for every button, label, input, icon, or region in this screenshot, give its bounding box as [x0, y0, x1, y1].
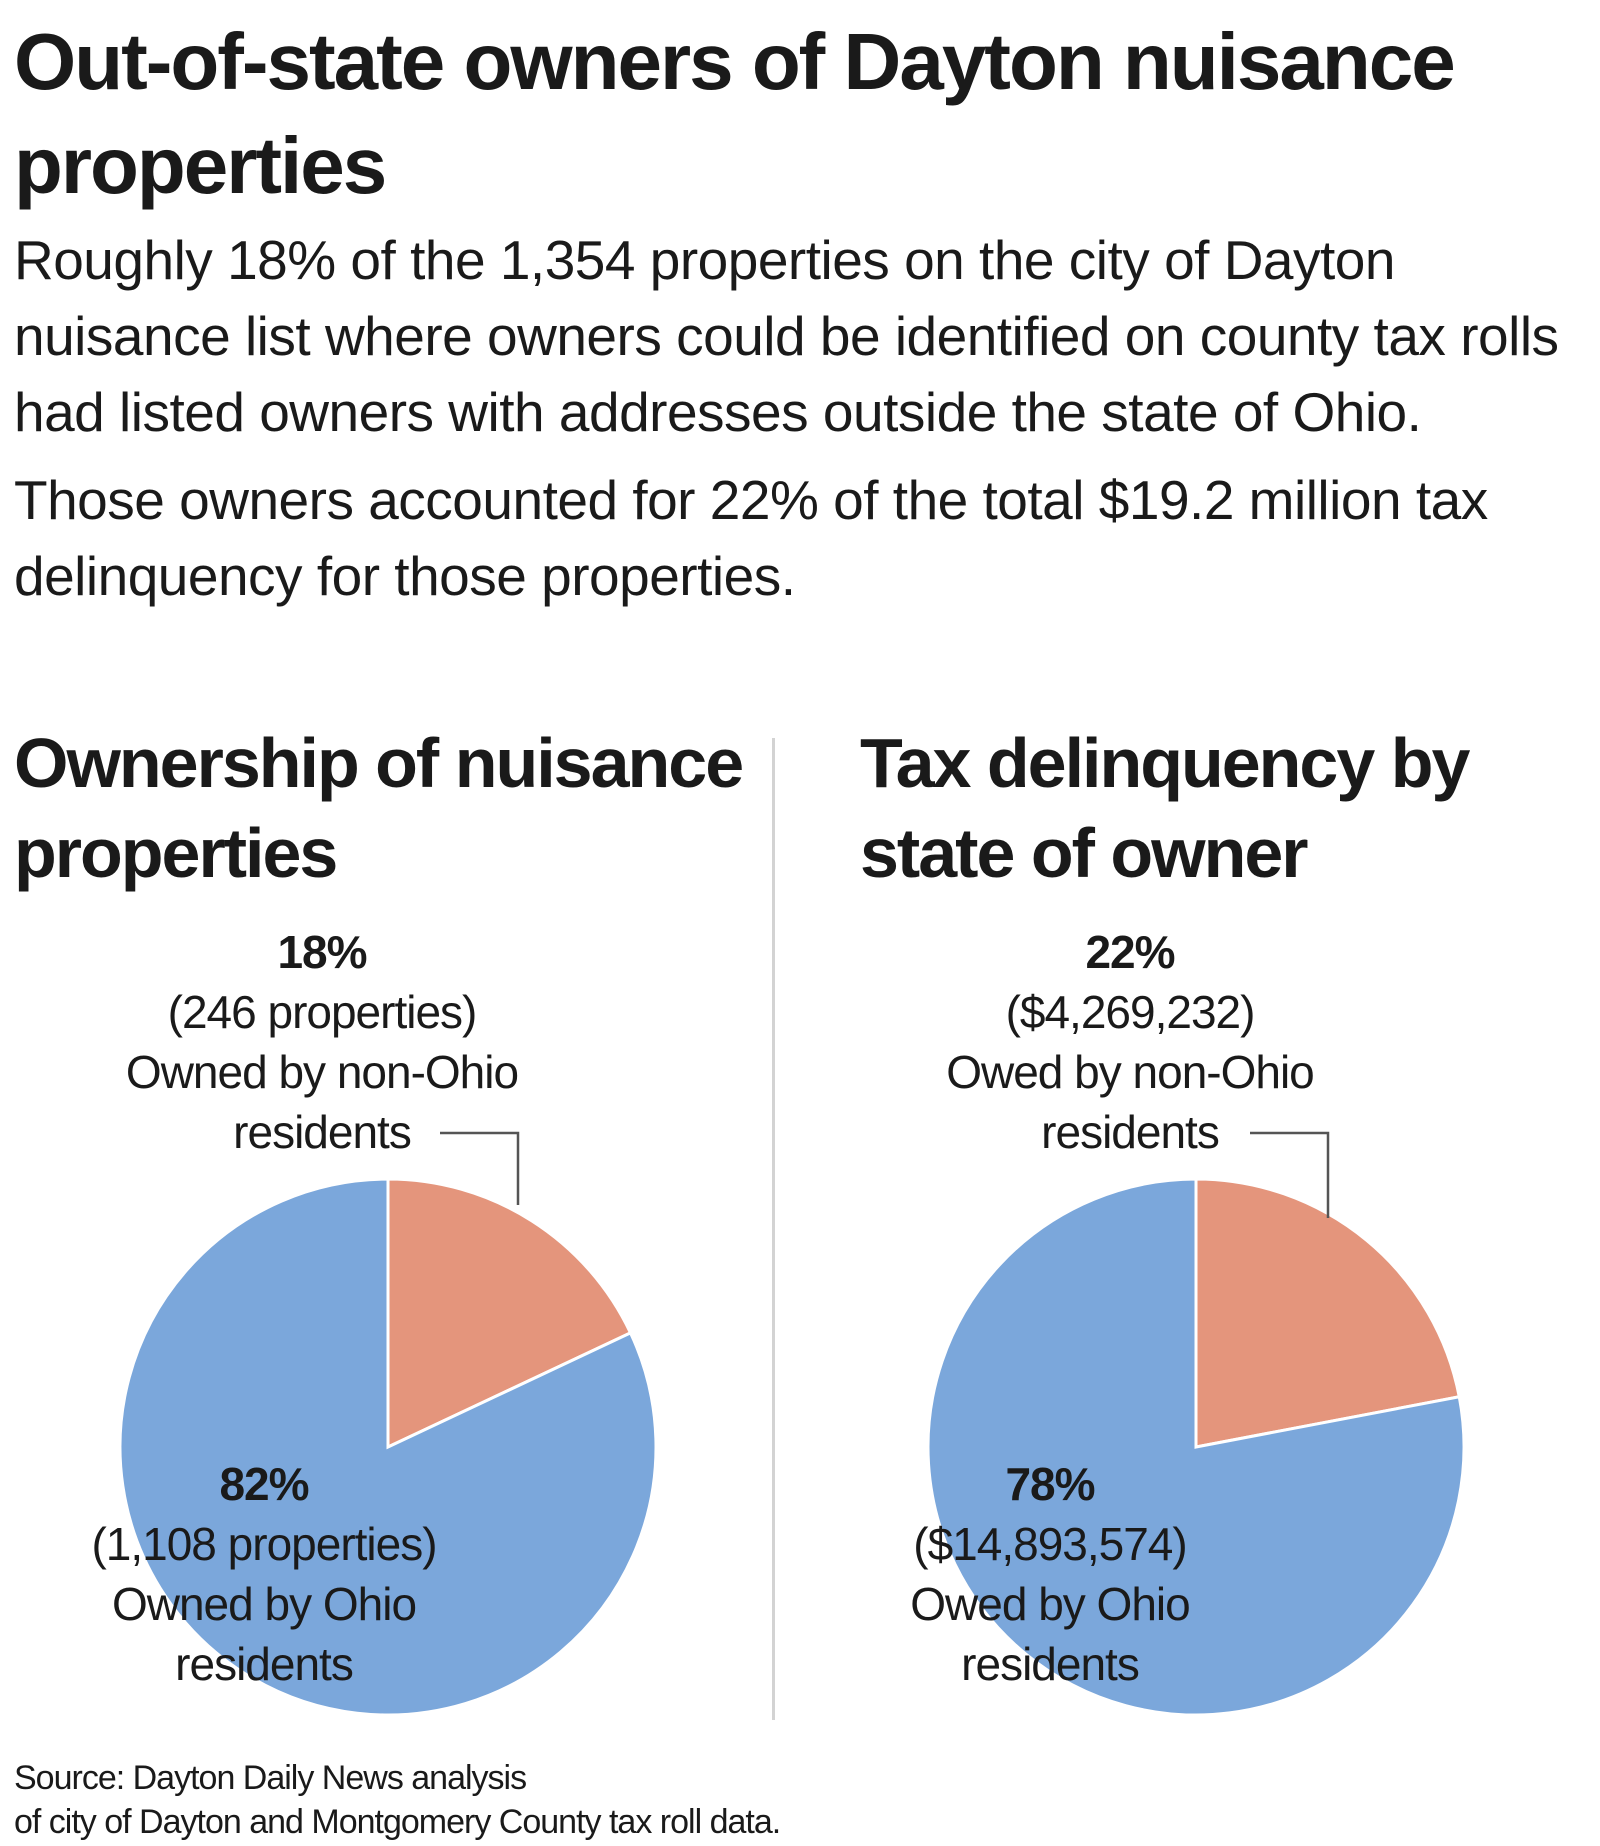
- chart-title-ownership: Ownership of nuisance properties: [14, 724, 744, 892]
- source-line-2: of city of Dayton and Montgomery County …: [14, 1803, 781, 1841]
- leader-line-ownership: [440, 1131, 520, 1205]
- slice-label-ownership-non-ohio-line-1: 18%: [277, 926, 366, 978]
- source-note: Source: Dayton Daily News analysis of ci…: [14, 1756, 1514, 1844]
- headline: Out-of-state owners of Dayton nuisance p…: [14, 17, 1456, 210]
- slice-label-tax-ohio-line-1: 78%: [1005, 1458, 1094, 1510]
- pie-slice-tax-non-ohio: [1194, 1177, 1462, 1449]
- intro-paragraph-2: Those owners accounted for 22% of the to…: [14, 469, 1488, 607]
- slice-label-ownership-ohio-line-3: Owned by Ohio: [112, 1578, 416, 1630]
- leader-line-tax: [1250, 1131, 1330, 1218]
- slice-label-ownership-non-ohio-line-3: Owned by non-Ohio: [126, 1046, 518, 1098]
- slice-label-tax-ohio-line-2: ($14,893,574): [913, 1518, 1186, 1570]
- chart-divider: [772, 738, 775, 1720]
- slice-label-ownership-ohio-line-4: residents: [175, 1638, 353, 1690]
- pie-slice-ownership-ohio: [118, 1177, 658, 1717]
- chart-title-tax-delinquency: Tax delinquency by state of owner: [860, 724, 1470, 892]
- slice-label-tax-ohio-line-3: Owed by Ohio: [910, 1578, 1189, 1630]
- slice-label-ownership-ohio-line-1: 82%: [219, 1458, 308, 1510]
- intro-paragraph-1: Roughly 18% of the 1,354 properties on t…: [14, 229, 1559, 443]
- slice-label-tax-ohio-line-4: residents: [961, 1638, 1139, 1690]
- slice-label-tax-non-ohio-line-3: Owed by non-Ohio: [946, 1046, 1314, 1098]
- intro-text: Roughly 18% of the 1,354 properties on t…: [14, 222, 1589, 614]
- source-line-1: Source: Dayton Daily News analysis: [14, 1759, 527, 1797]
- pie-slice-tax-ohio: [926, 1177, 1466, 1717]
- slice-label-tax-non-ohio-line-4: residents: [1041, 1106, 1219, 1158]
- pie-slice-ownership-non-ohio: [386, 1177, 633, 1450]
- slice-label-tax-non-ohio-line-1: 22%: [1085, 926, 1174, 978]
- slice-label-ownership-non-ohio-line-4: residents: [233, 1106, 411, 1158]
- slice-label-ownership-ohio-line-2: (1,108 properties): [91, 1518, 436, 1570]
- slice-label-tax-non-ohio-line-2: ($4,269,232): [1006, 986, 1255, 1038]
- slice-label-ownership-non-ohio-line-2: (246 properties): [168, 986, 477, 1038]
